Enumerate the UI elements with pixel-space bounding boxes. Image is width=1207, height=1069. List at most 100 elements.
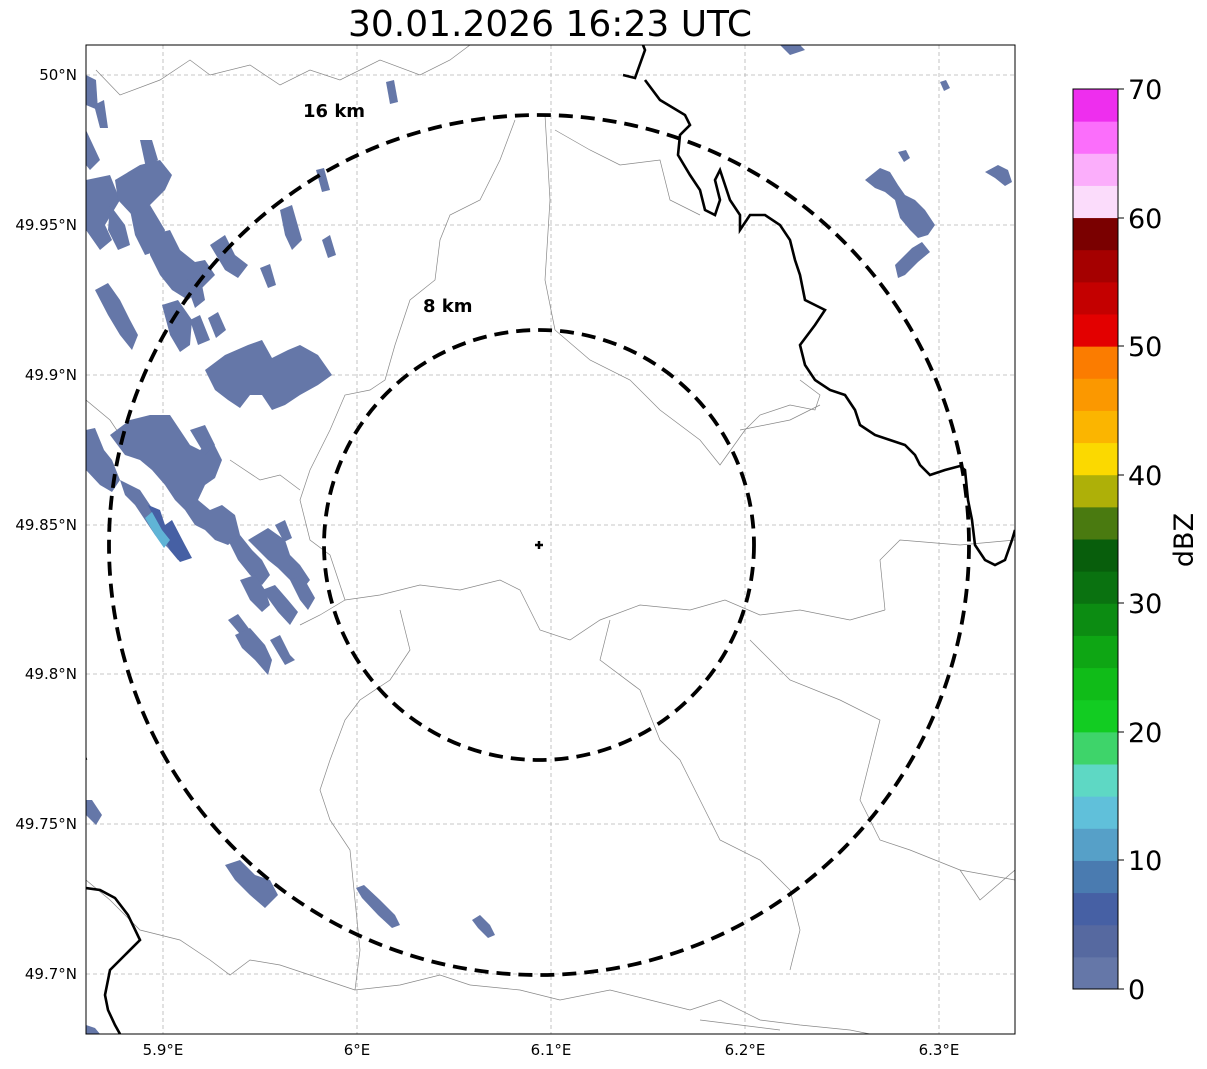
colorbar-segment bbox=[1073, 892, 1118, 926]
ring-label-8km: 8 km bbox=[423, 296, 473, 317]
echo-cell bbox=[190, 425, 215, 455]
colorbar-tick-label: 40 bbox=[1128, 461, 1162, 492]
radar-site-marker bbox=[535, 541, 543, 549]
colorbar-segment bbox=[1073, 699, 1118, 733]
colorbar-tick-label: 60 bbox=[1128, 204, 1162, 235]
echo-cell bbox=[472, 915, 495, 938]
x-axis-labels: 5.9°E 6°E 6.1°E 6.2°E 6.3°E bbox=[143, 1041, 960, 1059]
echo-cell bbox=[94, 100, 108, 128]
echo-cell bbox=[115, 160, 172, 215]
echo-cell bbox=[898, 150, 910, 162]
echo-cell bbox=[235, 628, 272, 675]
colorbar-segment bbox=[1073, 539, 1118, 572]
colorbar-frame bbox=[1072, 88, 1119, 990]
echo-cell bbox=[260, 264, 276, 288]
colorbar-segment bbox=[1073, 217, 1118, 251]
colorbar-tick-label: 20 bbox=[1128, 718, 1162, 749]
echo-cell bbox=[240, 575, 270, 612]
echo-cell bbox=[140, 140, 158, 168]
municipal-boundaries bbox=[86, 45, 1015, 1034]
echo-cell bbox=[208, 312, 226, 338]
echo-cell bbox=[290, 575, 315, 610]
colorbar-segment bbox=[1073, 153, 1118, 186]
x-tick-label: 6°E bbox=[344, 1041, 371, 1059]
echo-cell bbox=[86, 75, 98, 110]
colorbar bbox=[1073, 89, 1118, 990]
x-tick-label: 6.2°E bbox=[725, 1041, 766, 1059]
colorbar-segment bbox=[1073, 571, 1118, 604]
x-tick-label: 5.9°E bbox=[143, 1041, 184, 1059]
colorbar-segment bbox=[1073, 796, 1118, 829]
echo-cell bbox=[316, 168, 330, 192]
echo-cell bbox=[322, 235, 336, 258]
colorbar-segment bbox=[1073, 185, 1118, 219]
colorbar-segment bbox=[1073, 281, 1118, 315]
y-tick-label: 49.8°N bbox=[25, 665, 77, 683]
colorbar-segment bbox=[1073, 731, 1118, 765]
colorbar-tick-label: 0 bbox=[1128, 975, 1145, 1006]
echo-cell bbox=[210, 235, 248, 278]
echo-cell bbox=[86, 428, 120, 492]
echo-cell bbox=[865, 168, 935, 238]
colorbar-segment bbox=[1073, 828, 1118, 861]
colorbar-tick-label: 30 bbox=[1128, 589, 1162, 620]
colorbar-segment bbox=[1073, 314, 1118, 347]
echo-cell bbox=[86, 1025, 100, 1034]
echo-cell bbox=[108, 205, 130, 250]
y-tick-label: 49.9°N bbox=[25, 366, 77, 384]
colorbar-segment bbox=[1073, 89, 1118, 122]
echo-cell bbox=[86, 800, 102, 825]
echo-cell bbox=[356, 885, 400, 928]
colorbar-segment bbox=[1073, 442, 1118, 476]
echo-cell bbox=[145, 512, 170, 548]
echo-cell bbox=[985, 165, 1012, 186]
y-tick-label: 49.75°N bbox=[15, 815, 77, 833]
map-frame bbox=[85, 44, 1016, 1035]
colorbar-tick-label: 70 bbox=[1128, 75, 1162, 106]
ring-label-16km: 16 km bbox=[303, 101, 365, 122]
range-ring-8km bbox=[322, 328, 756, 762]
colorbar-segment bbox=[1073, 603, 1118, 636]
map-gridlines bbox=[86, 45, 1015, 1034]
echo-cell bbox=[205, 340, 332, 410]
echo-cell bbox=[386, 80, 398, 104]
y-axis-labels: 49.7°N 49.75°N 49.8°N 49.85°N 49.9°N 49.… bbox=[15, 66, 77, 983]
echo-cell bbox=[275, 520, 292, 542]
echo-cell bbox=[86, 175, 120, 250]
colorbar-segment bbox=[1073, 924, 1118, 958]
colorbar-tick-label: 10 bbox=[1128, 846, 1162, 877]
x-tick-label: 6.1°E bbox=[531, 1041, 572, 1059]
echo-cell bbox=[280, 205, 302, 250]
colorbar-ticks bbox=[1118, 88, 1124, 990]
colorbar-segment bbox=[1073, 346, 1118, 379]
radar-echoes bbox=[86, 45, 1012, 1034]
echo-cell bbox=[148, 505, 192, 562]
colorbar-tick-labels: 0 10 20 30 40 50 60 70 bbox=[1128, 75, 1162, 1006]
echo-cell bbox=[190, 315, 210, 345]
echo-cell bbox=[162, 300, 192, 352]
colorbar-segment bbox=[1073, 474, 1118, 508]
echo-cell bbox=[248, 528, 310, 590]
x-tick-label: 6.3°E bbox=[919, 1041, 960, 1059]
colorbar-segment bbox=[1073, 121, 1118, 154]
colorbar-title: dBZ bbox=[1169, 513, 1200, 567]
echo-cell bbox=[225, 860, 278, 908]
colorbar-tick-label: 50 bbox=[1128, 332, 1162, 363]
y-tick-label: 49.7°N bbox=[25, 965, 77, 983]
colorbar-segment bbox=[1073, 956, 1118, 990]
y-tick-label: 50°N bbox=[39, 66, 77, 84]
colorbar-segment bbox=[1073, 410, 1118, 444]
colorbar-segment bbox=[1073, 635, 1118, 669]
echo-cell bbox=[270, 635, 295, 665]
colorbar-segment bbox=[1073, 860, 1118, 894]
colorbar-segment bbox=[1073, 667, 1118, 701]
colorbar-segment bbox=[1073, 764, 1118, 797]
echo-cell bbox=[262, 585, 298, 625]
echo-cell bbox=[95, 283, 138, 350]
echo-cell bbox=[86, 130, 100, 170]
colorbar-segment bbox=[1073, 249, 1118, 283]
map-title: 30.01.2026 16:23 UTC bbox=[347, 4, 753, 45]
echo-cell bbox=[940, 80, 950, 91]
echo-cell bbox=[228, 535, 270, 585]
echo-cell bbox=[895, 242, 930, 278]
